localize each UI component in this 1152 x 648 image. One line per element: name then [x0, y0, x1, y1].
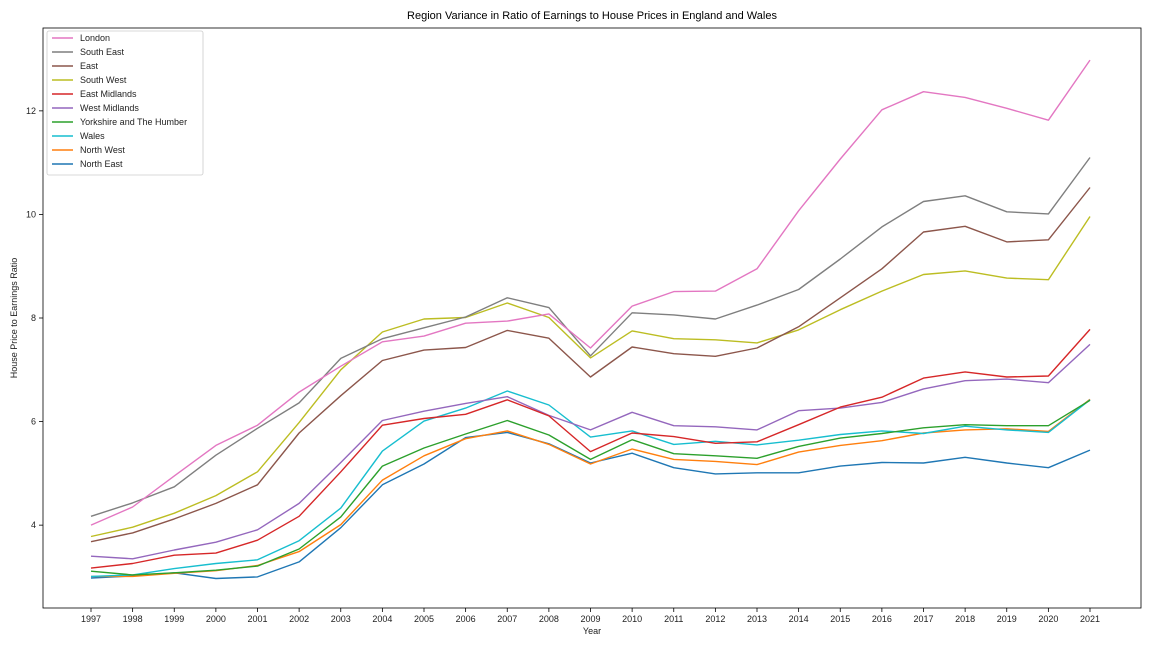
x-tick-label: 2011 [664, 614, 683, 624]
legend-label-south-west: South West [80, 75, 127, 85]
x-axis-label: Year [583, 626, 601, 636]
legend-label-north-west: North West [80, 145, 125, 155]
legend-label-london: London [80, 33, 110, 43]
x-tick-label: 2021 [1080, 614, 1100, 624]
series-line-west-midlands [90, 343, 1091, 560]
x-tick-label: 2002 [289, 614, 309, 624]
x-tick-label: 2003 [331, 614, 351, 624]
legend-label-wales: Wales [80, 131, 105, 141]
legend-box [46, 30, 204, 176]
x-tick-label: 1998 [123, 614, 143, 624]
y-axis: 4 6 8 10 12 [26, 106, 43, 530]
x-tick-label: 1997 [81, 614, 101, 624]
x-tick-label: 2019 [997, 614, 1017, 624]
legend-label-south-east: South East [80, 47, 125, 57]
legend-label-west-midlands: West Midlands [80, 103, 139, 113]
series-line-london [90, 59, 1091, 526]
x-tick-label: 2007 [497, 614, 517, 624]
series-lines [90, 59, 1091, 580]
x-tick-label: 2010 [622, 614, 642, 624]
series-line-east [90, 187, 1091, 543]
chart-title: Region Variance in Ratio of Earnings to … [407, 10, 777, 22]
series-line-south-east [90, 157, 1091, 517]
legend-label-yorkshire-and-the-humber: Yorkshire and The Humber [80, 117, 187, 127]
x-tick-label: 2004 [372, 614, 392, 624]
y-tick-label: 12 [26, 106, 36, 116]
x-tick-label: 2020 [1038, 614, 1058, 624]
legend: London South East East South West East Midla… [46, 30, 204, 176]
x-tick-label: 2018 [955, 614, 975, 624]
x-axis: 1997 1998 1999 2000 2001 2002 2003 2004 2005 2006… [81, 608, 1100, 624]
x-tick-label: 2017 [913, 614, 933, 624]
y-tick-label: 10 [26, 209, 36, 219]
series-line-east-midlands [90, 328, 1091, 569]
plot-frame [42, 27, 1142, 609]
series-line-north-east [90, 431, 1091, 580]
legend-label-east-midlands: East Midlands [80, 89, 137, 99]
series-line-yorkshire-and-the-humber [90, 399, 1091, 576]
x-tick-label: 2006 [456, 614, 476, 624]
series-line-wales [90, 390, 1091, 578]
legend-label-east: East [80, 61, 99, 71]
x-tick-label: 2009 [580, 614, 600, 624]
x-tick-label: 2013 [747, 614, 767, 624]
x-tick-label: 2014 [789, 614, 809, 624]
y-tick-label: 6 [31, 417, 36, 427]
y-tick-label: 4 [31, 520, 36, 530]
x-tick-label: 2001 [247, 614, 267, 624]
y-axis-label: House Price to Earnings Ratio [9, 258, 19, 379]
x-tick-label: 2012 [705, 614, 725, 624]
y-tick-label: 8 [31, 313, 36, 323]
x-tick-label: 1999 [164, 614, 184, 624]
x-tick-label: 2015 [830, 614, 850, 624]
x-tick-label: 2000 [206, 614, 226, 624]
x-tick-label: 2005 [414, 614, 434, 624]
x-tick-label: 2016 [872, 614, 892, 624]
series-line-south-west [90, 216, 1091, 538]
x-tick-label: 2008 [539, 614, 559, 624]
legend-label-north-east: North East [80, 159, 123, 169]
